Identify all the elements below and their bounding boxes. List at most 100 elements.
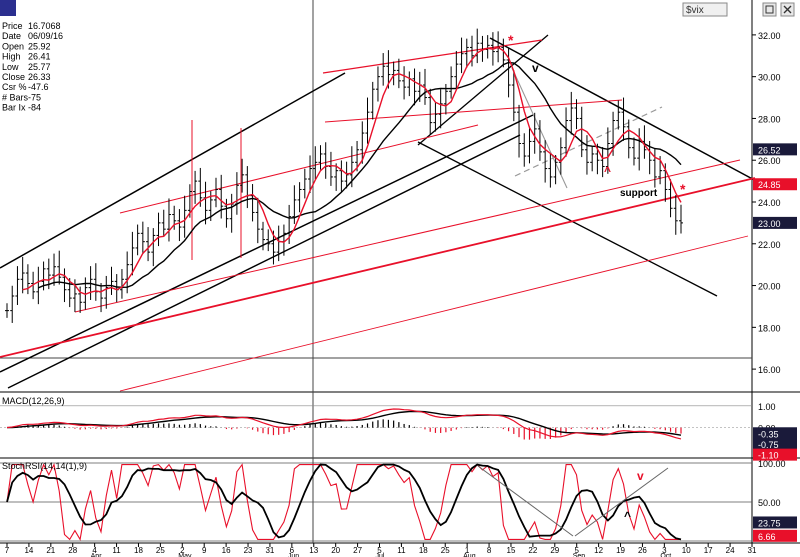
upper-channel-line bbox=[0, 72, 346, 269]
price-tag-text: 24.85 bbox=[758, 180, 781, 190]
price-bar bbox=[501, 38, 506, 68]
price-bar bbox=[104, 275, 109, 309]
info-label: # Bars bbox=[2, 92, 29, 102]
stoch-rsi-slow-line bbox=[6, 463, 682, 541]
price-bar bbox=[177, 209, 182, 242]
window-icon bbox=[0, 0, 16, 16]
info-label: Csr % bbox=[2, 82, 27, 92]
stoch-tag-bg bbox=[753, 516, 797, 529]
price-bar bbox=[151, 228, 156, 267]
moving-averages-layer bbox=[22, 46, 682, 296]
price-bar bbox=[172, 205, 177, 230]
month-label: May bbox=[178, 553, 192, 557]
x-tick-label: 13 bbox=[309, 546, 318, 555]
price-bar bbox=[5, 303, 9, 318]
price-bar bbox=[569, 91, 574, 135]
close-icon bbox=[783, 5, 792, 14]
price-tag-text: 26.52 bbox=[758, 145, 781, 155]
info-value: 16.7068 bbox=[28, 21, 61, 31]
x-tick-label: 22 bbox=[528, 546, 537, 555]
long-uptrend-line bbox=[7, 134, 521, 389]
price-bar bbox=[67, 278, 72, 308]
price-bar bbox=[302, 168, 307, 199]
stoch-rsi-fast-line bbox=[6, 462, 681, 541]
price-bar bbox=[15, 266, 20, 305]
y-tick-label: 20.00 bbox=[758, 282, 781, 292]
price-bar bbox=[454, 50, 459, 89]
macd-tag-bg bbox=[753, 427, 797, 440]
y-tick-label: 18.00 bbox=[758, 323, 781, 333]
price-bar bbox=[548, 153, 553, 188]
macd-tag: -0.75 bbox=[753, 438, 797, 450]
value-tags-layer: 26.52 24.85 23.00 -0.35-0.75-1.10 23.75 6.66 bbox=[753, 143, 797, 542]
stoch-tag-text: 6.66 bbox=[758, 532, 776, 542]
info-value: 25.77 bbox=[28, 62, 51, 72]
price-bar bbox=[412, 68, 417, 106]
price-bar bbox=[600, 147, 605, 178]
price-tag-bg bbox=[753, 178, 797, 191]
info-value: 06/09/16 bbox=[28, 31, 63, 41]
price-bar bbox=[83, 277, 88, 310]
month-label: Sep bbox=[573, 553, 586, 557]
x-tick-label: 24 bbox=[726, 546, 735, 555]
price-tag-bg bbox=[753, 143, 797, 156]
y-tick-label: 32.00 bbox=[758, 31, 781, 41]
price-bar bbox=[527, 128, 532, 164]
price-bar bbox=[386, 50, 391, 89]
price-bar bbox=[433, 102, 438, 132]
slow-moving-average-line bbox=[38, 61, 682, 289]
star-annotation-top: * bbox=[508, 32, 514, 48]
price-bar bbox=[146, 227, 151, 262]
stoch-uptrend-line bbox=[574, 467, 669, 537]
y-tick-label: 24.00 bbox=[758, 198, 781, 208]
price-bar bbox=[355, 141, 360, 172]
price-bar bbox=[198, 167, 203, 207]
x-tick-label: 4 bbox=[92, 546, 97, 555]
x-tick-label: 14 bbox=[24, 546, 33, 555]
price-bar bbox=[616, 100, 621, 130]
symbol-box[interactable]: $vix bbox=[682, 2, 728, 17]
price-bar bbox=[558, 137, 563, 175]
price-bar bbox=[261, 221, 266, 251]
x-tick-label: 31 bbox=[265, 546, 274, 555]
x-tick-label: 5 bbox=[574, 546, 579, 555]
price-bar bbox=[57, 250, 62, 285]
price-bar bbox=[125, 251, 130, 294]
close-button[interactable] bbox=[780, 2, 795, 17]
price-bar bbox=[375, 66, 380, 102]
y-tick-label: 16.00 bbox=[758, 365, 781, 375]
price-bar bbox=[673, 195, 678, 235]
red-channel-top bbox=[322, 39, 543, 74]
x-tick-label: 3 bbox=[662, 546, 667, 555]
x-tick-label: 21 bbox=[46, 546, 55, 555]
price-bar bbox=[584, 135, 589, 175]
price-bar bbox=[240, 158, 245, 193]
price-bar bbox=[590, 146, 595, 172]
info-label: Open bbox=[2, 41, 24, 51]
x-tick-label: 12 bbox=[594, 546, 603, 555]
price-bar bbox=[543, 140, 548, 183]
x-tick-label: 16 bbox=[222, 546, 231, 555]
info-label: Close bbox=[2, 72, 25, 82]
restore-button[interactable] bbox=[762, 2, 777, 17]
price-bar bbox=[449, 66, 454, 99]
x-tick-label: 8 bbox=[487, 546, 492, 555]
info-value: 26.33 bbox=[28, 72, 51, 82]
x-tick-label: 10 bbox=[682, 546, 691, 555]
price-bar bbox=[20, 256, 25, 294]
price-bar bbox=[438, 89, 443, 129]
price-tag: 24.85 bbox=[753, 178, 797, 191]
macd-line bbox=[6, 408, 682, 440]
info-label: Low bbox=[2, 62, 19, 72]
x-tick-label: 9 bbox=[202, 546, 207, 555]
price-bar bbox=[334, 163, 339, 191]
price-bar bbox=[224, 198, 229, 228]
price-bar bbox=[668, 179, 673, 218]
info-label: Price bbox=[2, 21, 23, 31]
stoch-tag: 23.75 bbox=[753, 516, 797, 529]
stoch-downtrend-line bbox=[477, 465, 574, 537]
month-label: Jun bbox=[288, 553, 299, 557]
y-tick-label: 26.00 bbox=[758, 156, 781, 166]
